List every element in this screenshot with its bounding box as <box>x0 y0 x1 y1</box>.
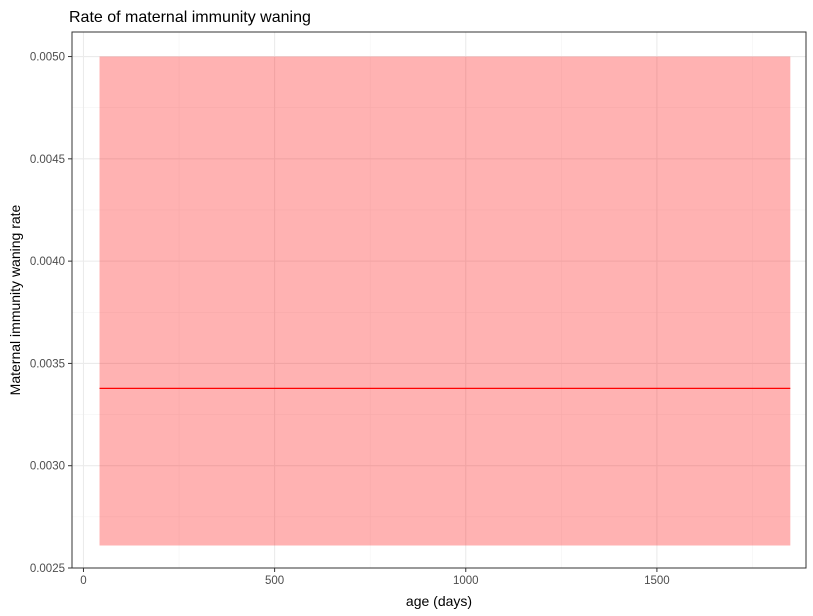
y-axis: 0.0025 0.0030 0.0035 0.0040 0.0045 0.0050 <box>30 52 72 575</box>
y-tick-label-4: 0.0045 <box>30 154 65 166</box>
x-tick-label-2: 1000 <box>453 575 479 587</box>
y-axis-title: Maternal immunity waning rate <box>7 204 23 395</box>
panel-border <box>71 31 807 569</box>
y-tick-label-5: 0.0050 <box>30 52 65 64</box>
y-tick-label-0: 0.0025 <box>30 563 65 575</box>
x-tick-label-1: 500 <box>265 575 284 587</box>
y-tick-label-2: 0.0035 <box>30 358 65 370</box>
x-axis: 0 500 1000 1500 <box>80 568 670 587</box>
y-tick-label-1: 0.0030 <box>30 461 65 473</box>
y-tick-label-3: 0.0040 <box>30 256 65 268</box>
plot-series <box>99 56 791 546</box>
x-tick-label-0: 0 <box>80 575 86 587</box>
grid-minor <box>72 32 806 568</box>
chart-title: Rate of maternal immunity waning <box>69 9 311 26</box>
x-axis-title: age (days) <box>406 593 472 609</box>
confidence-ribbon-0 <box>99 56 791 546</box>
x-tick-label-3: 1500 <box>644 575 670 587</box>
